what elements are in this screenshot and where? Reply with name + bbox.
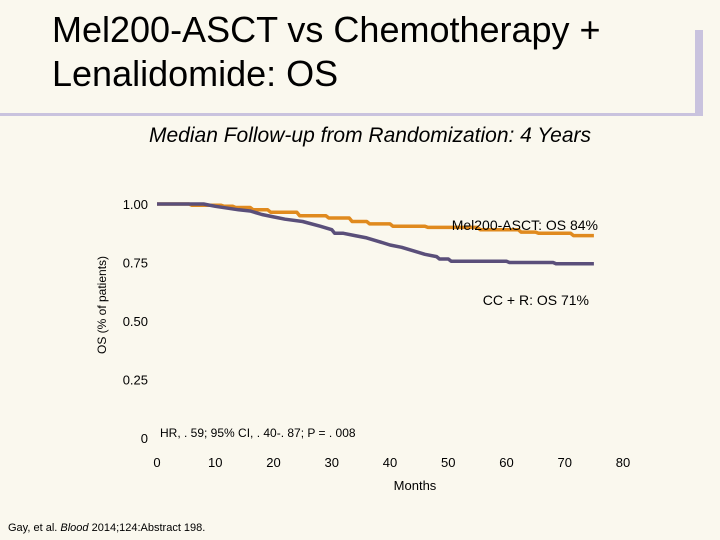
y-tick-label: 0.25: [123, 373, 148, 388]
y-tick-label: 0.75: [123, 256, 148, 271]
x-tick-label: 40: [383, 455, 397, 470]
title-line-1: Mel200-ASCT vs Chemotherapy +: [52, 9, 601, 50]
citation-rest: 2014;124:Abstract 198.: [91, 522, 206, 534]
x-axis-label: Months: [394, 478, 437, 493]
y-tick-labels: 1.00 0.75 0.50 0.25 0: [123, 197, 148, 446]
y-tick-label: 0: [141, 431, 148, 446]
title-divider: [0, 113, 703, 116]
x-tick-label: 20: [266, 455, 280, 470]
x-tick-label: 50: [441, 455, 455, 470]
series-label-ccr: CC + R: OS 71%: [483, 292, 589, 308]
x-tick-labels: 0 10 20 30 40 50 60 70 80: [153, 455, 630, 470]
x-tick-label: 70: [558, 455, 572, 470]
series-label-mel200: Mel200-ASCT: OS 84%: [452, 217, 598, 233]
x-tick-label: 10: [208, 455, 222, 470]
series-lines: [157, 202, 594, 266]
page-title: Mel200-ASCT vs Chemotherapy + Lenalidomi…: [52, 8, 601, 96]
x-tick-label: 0: [153, 455, 160, 470]
title-line-2: Lenalidomide: OS: [52, 53, 339, 94]
x-tick-label: 60: [499, 455, 513, 470]
x-tick-label: 30: [325, 455, 339, 470]
citation-journal: Blood: [60, 522, 89, 534]
subtitle: Median Follow-up from Randomization: 4 Y…: [149, 124, 591, 147]
series-line-ccr: [157, 202, 594, 266]
y-axis-label: OS (% of patients): [95, 256, 109, 354]
citation: Gay, et al. Blood 2014;124:Abstract 198.: [8, 522, 205, 534]
y-tick-label: 1.00: [123, 197, 148, 212]
series-line-mel200: [157, 202, 594, 238]
x-tick-label: 80: [616, 455, 630, 470]
stats-annotation: HR, . 59; 95% CI, . 40-. 87; P = . 008: [160, 426, 356, 440]
y-tick-label: 0.50: [123, 314, 148, 329]
accent-bar: [695, 30, 703, 114]
citation-authors: Gay, et al.: [8, 522, 58, 534]
